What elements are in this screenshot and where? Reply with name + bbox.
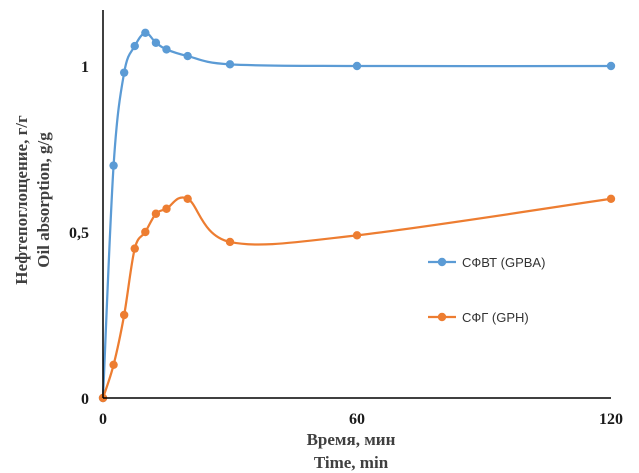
series-line-gpba [101,31,612,399]
y-tick-label: 0 [81,391,89,408]
series-line-gph [101,196,612,399]
data-point-gph [130,244,139,253]
data-point-gph [162,204,171,213]
data-point-gph [606,194,616,203]
y-tick-label: 1 [81,59,89,76]
axis-titles: Время, мин Time, min Нефтепоглощение, г/… [12,115,396,472]
data-point-gpba [130,41,139,51]
data-point-gpba [162,45,171,54]
legend-marker-gpba [437,257,447,267]
legend-marker-gph [437,312,447,322]
tick-labels: 0 0,5 1 0 60 120 [69,59,623,428]
data-point-gpba [141,28,150,37]
data-point-gph [151,209,161,218]
data-point-gph [183,194,192,203]
x-tick-label: 0 [99,411,107,428]
x-axis-title-line-1: Время, мин [307,430,396,449]
data-point-gph [109,360,118,369]
data-point-gpba [352,61,362,71]
data-point-gph [119,310,129,320]
data-point-gph [225,237,235,247]
legend-label-gpba: СФВТ (GPBA) [462,255,545,270]
data-point-gpba [109,161,118,170]
data-point-gph [352,231,362,240]
x-tick-label: 60 [349,411,365,428]
y-axis-title-line-2: Oil absorption, g/g [34,132,53,268]
data-point-gph [141,227,150,237]
data-point-gpba [151,38,161,47]
data-point-gpba [225,60,235,69]
data-point-gpba [119,68,129,77]
x-axis-title-line-2: Time, min [314,453,389,472]
legend: СФВТ (GPBA) СФГ (GPH) [428,255,545,325]
legend-label-gph: СФГ (GPH) [462,310,529,325]
x-tick-label: 120 [599,411,623,428]
data-point-gpba [183,51,192,61]
plot-area [98,28,616,403]
axes [102,10,611,399]
y-axis-title-line-1: Нефтепоглощение, г/г [12,115,31,285]
y-tick-label: 0,5 [69,225,89,242]
data-point-gpba [606,61,616,71]
